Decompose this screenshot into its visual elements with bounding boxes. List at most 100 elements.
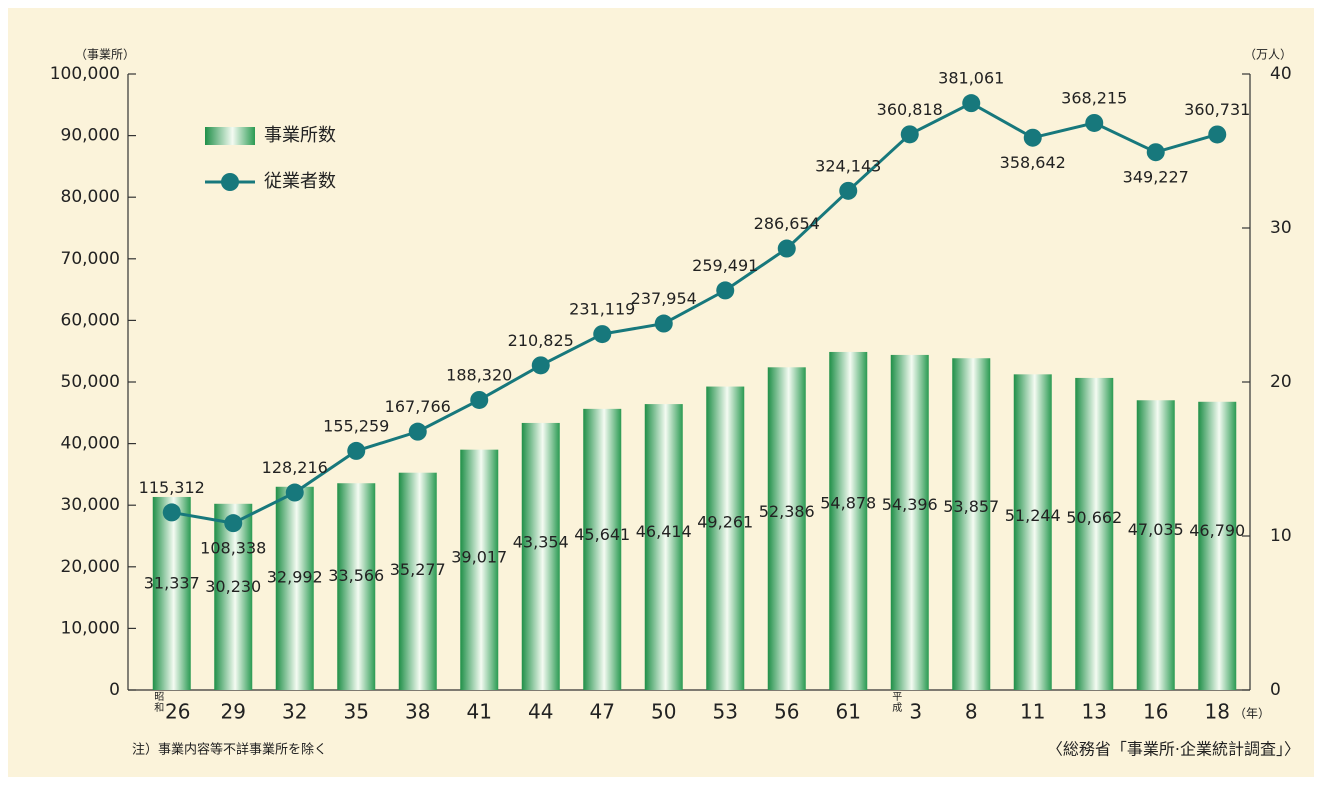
x-tick-label: 32: [282, 700, 307, 724]
x-tick-label: 3: [909, 700, 922, 724]
note: 注）事業内容等不詳事業所を除く: [132, 742, 327, 758]
bar: [214, 503, 253, 690]
y-tick-label: 50,000: [61, 372, 120, 392]
y-tick-label: 100,000: [50, 64, 120, 84]
era-label: 平成: [890, 691, 902, 713]
line-marker: [1023, 128, 1042, 147]
line-value-label: 259,491: [692, 256, 758, 275]
bar-value-label: 52,386: [759, 502, 815, 521]
y2-tick-label: 10: [1270, 526, 1292, 546]
legend-swatch: [205, 127, 255, 145]
y-tick-label: 20,000: [61, 557, 120, 577]
bar-value-label: 31,337: [144, 573, 200, 592]
bar-value-label: 54,878: [820, 494, 876, 513]
bar-value-label: 30,230: [205, 577, 261, 596]
line-value-label: 368,215: [1061, 88, 1127, 107]
bar: [1198, 401, 1237, 690]
bar-value-label: 33,566: [328, 566, 384, 585]
bar: [152, 496, 191, 690]
y-tick-label: 10,000: [61, 618, 120, 638]
legend-label: 従業者数: [264, 171, 336, 192]
x-tick-label: 53: [713, 700, 738, 724]
bar: [1136, 400, 1175, 690]
x-tick-label: 11: [1020, 700, 1045, 724]
y2-tick-label: 40: [1270, 64, 1292, 84]
y-tick-label: 70,000: [61, 249, 120, 269]
bar: [1013, 374, 1052, 690]
bar: [275, 486, 314, 690]
x-tick-label: 47: [590, 700, 615, 724]
bar: [460, 449, 499, 690]
line-marker: [777, 239, 796, 258]
x-tick-label: 26: [165, 700, 190, 724]
bar-value-label: 46,414: [636, 522, 692, 541]
bar-value-label: 50,662: [1066, 508, 1122, 527]
line-marker: [962, 94, 981, 113]
line-marker: [470, 390, 489, 409]
y-tick-label: 80,000: [61, 187, 120, 207]
x-unit: （年）: [1234, 707, 1270, 721]
line-marker: [1208, 125, 1227, 144]
line-marker: [716, 281, 735, 300]
x-tick-label: 35: [344, 700, 369, 724]
x-tick-label: 18: [1205, 700, 1230, 724]
x-tick-label: 56: [774, 700, 799, 724]
line-marker: [285, 483, 304, 502]
line-value-label: 360,731: [1184, 100, 1250, 119]
line-value-label: 115,312: [139, 478, 205, 497]
bar-value-label: 35,277: [390, 560, 446, 579]
line-marker: [531, 356, 550, 375]
line-value-label: 349,227: [1123, 168, 1189, 187]
line-value-label: 167,766: [385, 397, 451, 416]
bar: [1075, 377, 1114, 690]
line-value-label: 155,259: [323, 416, 389, 435]
y-unit: （事業所）: [75, 48, 135, 62]
bar: [706, 386, 745, 690]
x-tick-label: 50: [651, 700, 676, 724]
x-tick-label: 13: [1082, 700, 1107, 724]
line-value-label: 188,320: [446, 365, 512, 384]
bar-value-label: 46,790: [1189, 521, 1245, 540]
bar-value-label: 39,017: [451, 547, 507, 566]
x-tick-label: 61: [836, 700, 861, 724]
source: 〈総務省「事業所·企業統計調査」〉: [1047, 740, 1300, 759]
legend-marker: [221, 173, 239, 191]
line-value-label: 128,216: [262, 458, 328, 477]
y2-tick-label: 20: [1270, 372, 1292, 392]
line-marker: [1085, 113, 1104, 132]
line-marker: [1146, 143, 1165, 162]
line-value-label: 210,825: [508, 331, 574, 350]
bar: [952, 358, 991, 690]
line-marker: [839, 181, 858, 200]
line-marker: [162, 503, 181, 522]
bar-value-label: 32,992: [267, 568, 323, 587]
x-tick-label: 44: [528, 700, 553, 724]
x-tick-label: 41: [467, 700, 492, 724]
line-value-label: 360,818: [877, 100, 943, 119]
y-tick-label: 90,000: [61, 126, 120, 146]
bar-value-label: 45,641: [574, 525, 630, 544]
line-marker: [654, 314, 673, 333]
line-marker: [900, 125, 919, 144]
x-tick-label: 38: [405, 700, 430, 724]
bar: [583, 408, 622, 690]
x-tick-label: 29: [221, 700, 246, 724]
bar: [521, 422, 560, 690]
line-value-label: 286,654: [754, 214, 820, 233]
y2-tick-label: 0: [1270, 680, 1281, 700]
bar: [767, 367, 806, 690]
bar: [890, 354, 929, 690]
y-tick-label: 0: [109, 680, 120, 700]
line-value-label: 358,642: [1000, 153, 1066, 172]
line-value-label: 324,143: [815, 156, 881, 175]
y2-unit: （万人）: [1244, 48, 1292, 62]
line: [171, 101, 1218, 525]
line-value-label: 231,119: [569, 300, 635, 319]
bar-value-label: 47,035: [1128, 520, 1184, 539]
bar: [398, 472, 437, 690]
y-tick-label: 60,000: [61, 310, 120, 330]
line-value-label: 237,954: [631, 289, 697, 308]
line-marker: [593, 325, 612, 344]
line-marker: [408, 422, 427, 441]
